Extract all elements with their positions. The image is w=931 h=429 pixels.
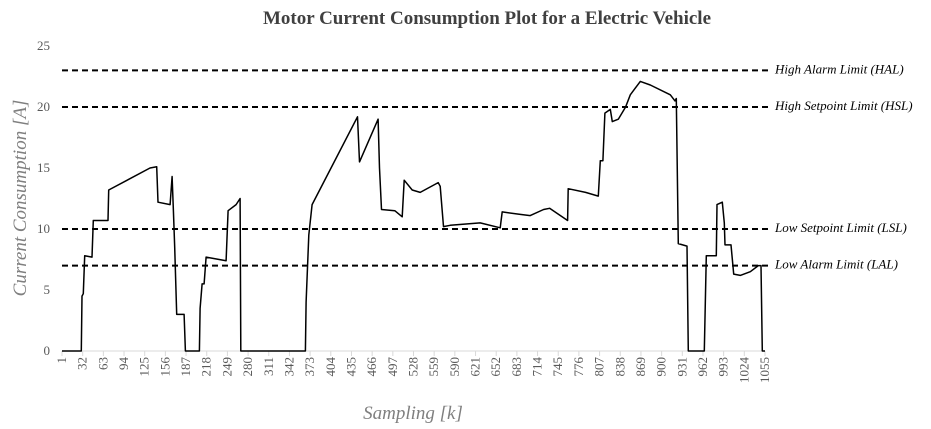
x-tick-label: 32 [75, 357, 90, 370]
y-tick-label: 10 [37, 221, 50, 236]
reference-label: High Alarm Limit (HAL) [774, 61, 904, 76]
y-tick-label: 15 [37, 160, 50, 175]
x-tick-label: 1 [54, 357, 69, 364]
y-tick-label: 25 [37, 38, 50, 53]
x-tick-label: 931 [674, 357, 689, 377]
y-tick-label: 0 [44, 343, 51, 358]
data-line [62, 80, 765, 352]
x-tick-label: 652 [488, 357, 503, 377]
chart-title: Motor Current Consumption Plot for a Ele… [263, 8, 711, 29]
x-tick-label: 94 [116, 357, 131, 371]
x-tick-label: 1024 [736, 357, 751, 384]
x-tick-label: 63 [95, 357, 110, 370]
x-tick-label: 125 [137, 357, 152, 377]
x-tick-label: 218 [199, 357, 214, 377]
x-tick-label: 621 [468, 357, 483, 377]
x-tick-label: 497 [385, 357, 400, 377]
y-tick-label: 20 [37, 99, 50, 114]
x-tick-label: 404 [323, 357, 338, 377]
x-tick-label: 590 [447, 357, 462, 377]
x-tick-label: 714 [530, 357, 545, 377]
x-tick-label: 280 [240, 357, 255, 377]
reference-label: Low Alarm Limit (LAL) [774, 257, 898, 272]
reference-label: Low Setpoint Limit (LSL) [774, 220, 907, 235]
x-tick-label: 311 [261, 357, 276, 376]
x-tick-label: 807 [592, 357, 607, 377]
x-tick-label: 559 [426, 357, 441, 377]
x-tick-label: 156 [157, 357, 172, 377]
y-axis-title: Current Consumption [A] [10, 100, 31, 297]
x-tick-label: 745 [550, 357, 565, 377]
x-tick-label: 249 [219, 357, 234, 377]
x-axis-title: Sampling [k] [363, 403, 463, 424]
x-tick-label: 962 [695, 357, 710, 377]
x-tick-label: 776 [571, 357, 586, 377]
x-tick-label: 187 [178, 357, 193, 377]
x-tick-label: 683 [509, 357, 524, 377]
x-tick-label: 342 [281, 357, 296, 377]
x-tick-label: 838 [612, 357, 627, 377]
y-tick-label: 5 [44, 282, 51, 297]
x-tick-label: 373 [302, 357, 317, 377]
x-tick-label: 466 [364, 357, 379, 377]
x-tick-label: 869 [633, 357, 648, 377]
x-tick-label: 900 [654, 357, 669, 377]
x-tick-label: 528 [406, 357, 421, 377]
reference-label: High Setpoint Limit (HSL) [774, 98, 913, 113]
x-tick-label: 435 [343, 357, 358, 377]
x-tick-label: 1055 [757, 357, 772, 383]
x-tick-label: 993 [716, 357, 731, 377]
